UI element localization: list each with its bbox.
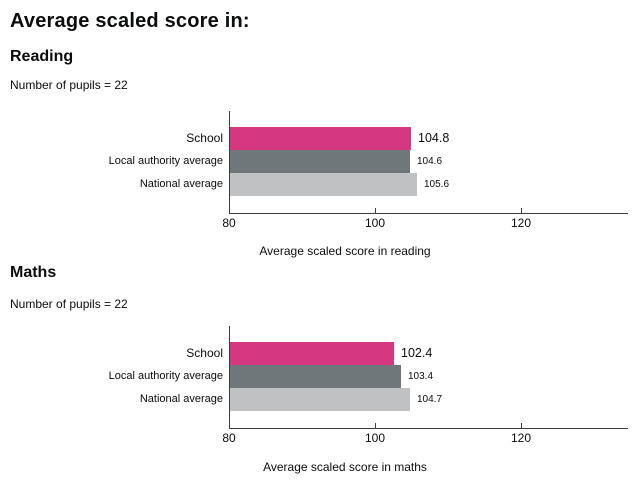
category-label-school: School [186,346,223,360]
bar-local-authority-average [230,150,410,173]
value-label-local-authority-average: 104.6 [417,156,443,167]
x-axis-tick-label: 120 [510,431,532,445]
x-axis-tick-label: 80 [222,216,236,230]
section-heading-maths: Maths [10,264,57,281]
y-axis-line [229,111,230,213]
pupils-count-reading: Number of pupils = 22 [10,78,128,92]
bar-national-average [230,173,417,196]
page-title: Average scaled score in: [10,10,250,32]
pupils-count-maths: Number of pupils = 22 [10,297,128,311]
x-axis-title: Average scaled score in reading [259,244,431,258]
value-label-national-average: 104.7 [417,394,443,405]
bar-school [230,342,394,365]
x-axis-tick [375,423,376,428]
category-label-local-authority-average: Local authority average [108,370,223,382]
category-label-school: School [186,131,223,145]
section-heading-reading: Reading [10,48,74,65]
x-axis-tick-label: 120 [510,216,532,230]
x-axis-tick [521,208,522,213]
x-axis-tick [375,208,376,213]
bar-school [230,127,411,150]
value-label-school: 102.4 [401,346,433,360]
x-axis-line [229,213,628,214]
bar-local-authority-average [230,365,401,388]
x-axis-tick-label: 100 [364,431,386,445]
x-axis-line [229,428,628,429]
x-axis-tick [521,423,522,428]
bar-national-average [230,388,410,411]
x-axis-tick-label: 80 [222,431,236,445]
category-label-national-average: National average [139,393,223,405]
y-axis-line [229,326,230,428]
value-label-national-average: 105.6 [424,179,450,190]
value-label-local-authority-average: 103.4 [408,371,434,382]
x-axis-title: Average scaled score in maths [263,460,427,474]
category-label-local-authority-average: Local authority average [108,155,223,167]
x-axis-tick-label: 100 [364,216,386,230]
category-label-national-average: National average [139,178,223,190]
value-label-school: 104.8 [418,131,450,145]
